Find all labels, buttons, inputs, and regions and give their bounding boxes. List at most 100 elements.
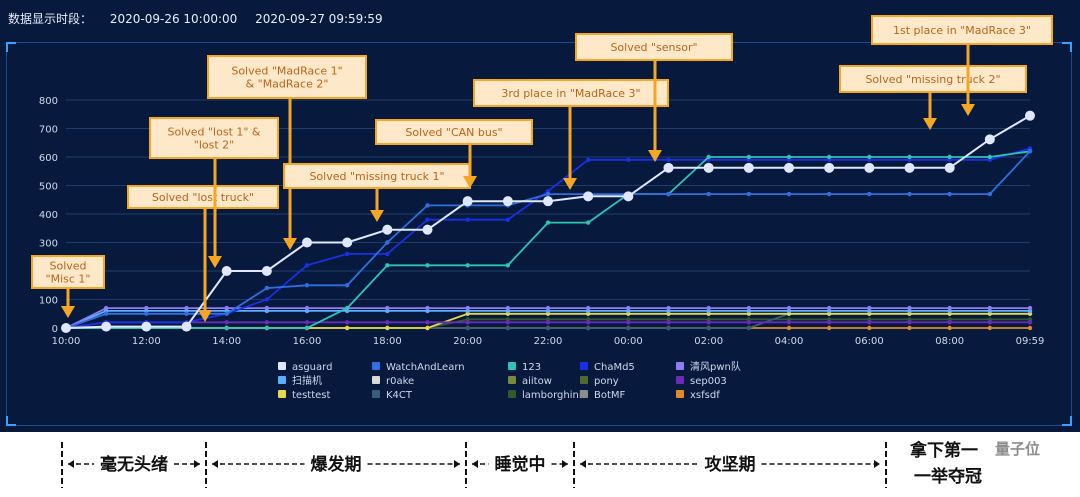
legend-swatch xyxy=(580,390,588,398)
data-point-WatchAndLearn xyxy=(264,285,270,291)
legend-swatch xyxy=(676,390,684,398)
dashboard-panel: 数据显示时段： 2020-09-26 10:00:00 2020-09-27 0… xyxy=(0,0,1080,432)
legend-swatch xyxy=(676,376,684,384)
data-point-sep003 xyxy=(626,320,631,325)
legend-item: WatchAndLearn xyxy=(386,362,465,373)
data-point-xsfsdf xyxy=(867,325,872,331)
data-point-sep003 xyxy=(585,320,591,325)
data-point-123 xyxy=(545,220,551,225)
data-point-asguard xyxy=(663,162,674,173)
data-point-ChaMd5 xyxy=(666,157,671,163)
legend-swatch xyxy=(508,390,516,398)
x-tick-label: 00:00 xyxy=(614,336,643,347)
annotation-arrow-head xyxy=(283,238,297,250)
phase-arrow-left xyxy=(580,460,586,468)
phase-label: 一举夺冠 xyxy=(914,466,982,487)
data-point-WatchAndLearn xyxy=(746,191,752,197)
annotation-text: Solved "lost truck" xyxy=(152,191,254,204)
data-point-asguard xyxy=(462,196,473,207)
data-point-asguard xyxy=(904,162,915,173)
annotation-callout: Solved "missing truck 1" xyxy=(283,163,471,222)
data-point-清风pwn队 xyxy=(947,305,952,311)
data-point-xsfsdf xyxy=(907,325,912,331)
annotation-box xyxy=(839,65,1027,93)
data-point-清风pwn队 xyxy=(706,305,711,311)
phase-arrow-left xyxy=(68,460,74,468)
data-point-清风pwn队 xyxy=(585,305,591,311)
data-point-清风pwn队 xyxy=(1027,305,1033,311)
data-point-xsfsdf xyxy=(987,325,993,331)
annotation-callout: Solved "lost truck" xyxy=(127,185,279,322)
frame-corner xyxy=(6,42,16,52)
data-point-ChaMd5 xyxy=(264,297,270,302)
annotation-arrow-head xyxy=(563,178,577,190)
annotation-callout: 1st place in "MadRace 3" xyxy=(871,15,1053,116)
data-point-ChaMd5 xyxy=(304,263,310,268)
data-point-WatchAndLearn xyxy=(867,191,872,197)
time-range-start: 2020-09-26 10:00:00 xyxy=(109,12,238,26)
data-point-ChaMd5 xyxy=(465,217,470,222)
annotation-box xyxy=(149,117,279,159)
y-tick-label: 600 xyxy=(39,153,58,164)
data-point-K4CT xyxy=(666,325,671,331)
data-point-K4CT xyxy=(626,325,631,331)
data-point-WatchAndLearn xyxy=(144,311,149,316)
data-point-asguard xyxy=(382,224,393,235)
x-tick-label: 12:00 xyxy=(132,336,161,347)
annotation-text: & "MadRace 2" xyxy=(246,78,329,91)
data-point-清风pwn队 xyxy=(786,305,792,311)
data-point-清风pwn队 xyxy=(425,305,430,311)
annotation-arrow-head xyxy=(370,210,384,222)
legend-item: 123 xyxy=(522,362,541,373)
legend-swatch xyxy=(580,362,588,370)
data-point-K4CT xyxy=(465,325,470,331)
data-point-ChaMd5 xyxy=(344,251,350,257)
data-point-sep003 xyxy=(545,320,551,325)
data-point-xsfsdf xyxy=(786,325,792,331)
watermark: 量子位 xyxy=(995,440,1040,458)
data-point-清风pwn队 xyxy=(826,305,832,311)
phase-arrow-right xyxy=(874,460,880,468)
data-point-sep003 xyxy=(826,320,832,325)
data-point-WatchAndLearn xyxy=(987,191,993,197)
legend-item: 扫描机 xyxy=(292,374,322,387)
data-point-asguard xyxy=(543,196,553,207)
annotation-box xyxy=(473,79,669,107)
phase-label: 睡觉中 xyxy=(495,454,546,475)
data-point-123 xyxy=(706,154,711,160)
annotation-callout: Solved "MadRace 1"& "MadRace 2" xyxy=(207,55,367,250)
phase-arrow-right xyxy=(454,460,460,468)
frame-corner xyxy=(6,416,16,426)
data-point-asguard xyxy=(743,162,754,173)
data-point-asguard xyxy=(1025,110,1035,121)
legend-swatch xyxy=(278,362,286,370)
y-tick-label: 500 xyxy=(39,182,58,193)
data-point-sep003 xyxy=(465,320,470,325)
phase-arrow-right xyxy=(194,460,200,468)
annotation-text: Solved "missing truck 1" xyxy=(309,170,444,183)
data-point-sep003 xyxy=(666,320,671,325)
data-point-清风pwn队 xyxy=(907,305,912,311)
data-point-sep003 xyxy=(1027,320,1033,325)
data-point-清风pwn队 xyxy=(385,305,390,311)
data-point-123 xyxy=(505,263,511,268)
data-point-asguard xyxy=(261,266,272,276)
data-point-K4CT xyxy=(545,325,551,331)
x-tick-label: 09:59 xyxy=(1016,336,1045,347)
data-point-WatchAndLearn xyxy=(224,311,229,316)
annotation-text: Solved "missing truck 2" xyxy=(865,73,1000,86)
data-point-xsfsdf xyxy=(826,325,832,331)
data-point-123 xyxy=(224,325,229,331)
data-point-ChaMd5 xyxy=(626,157,631,163)
data-point-清风pwn队 xyxy=(224,305,229,311)
time-range-end: 2020-09-27 09:59:59 xyxy=(255,12,383,26)
phase-label-top: 拿下第一 xyxy=(909,440,978,461)
series-line-123 xyxy=(66,150,1031,329)
x-tick-label: 06:00 xyxy=(855,336,884,347)
phase-label: 攻坚期 xyxy=(705,454,756,475)
legend-swatch xyxy=(508,376,516,384)
x-tick-label: 02:00 xyxy=(694,336,723,347)
time-range-header: 数据显示时段： 2020-09-26 10:00:00 2020-09-27 0… xyxy=(8,10,397,27)
annotation-text: Solved "CAN bus" xyxy=(405,126,502,139)
data-point-asguard xyxy=(422,224,433,235)
